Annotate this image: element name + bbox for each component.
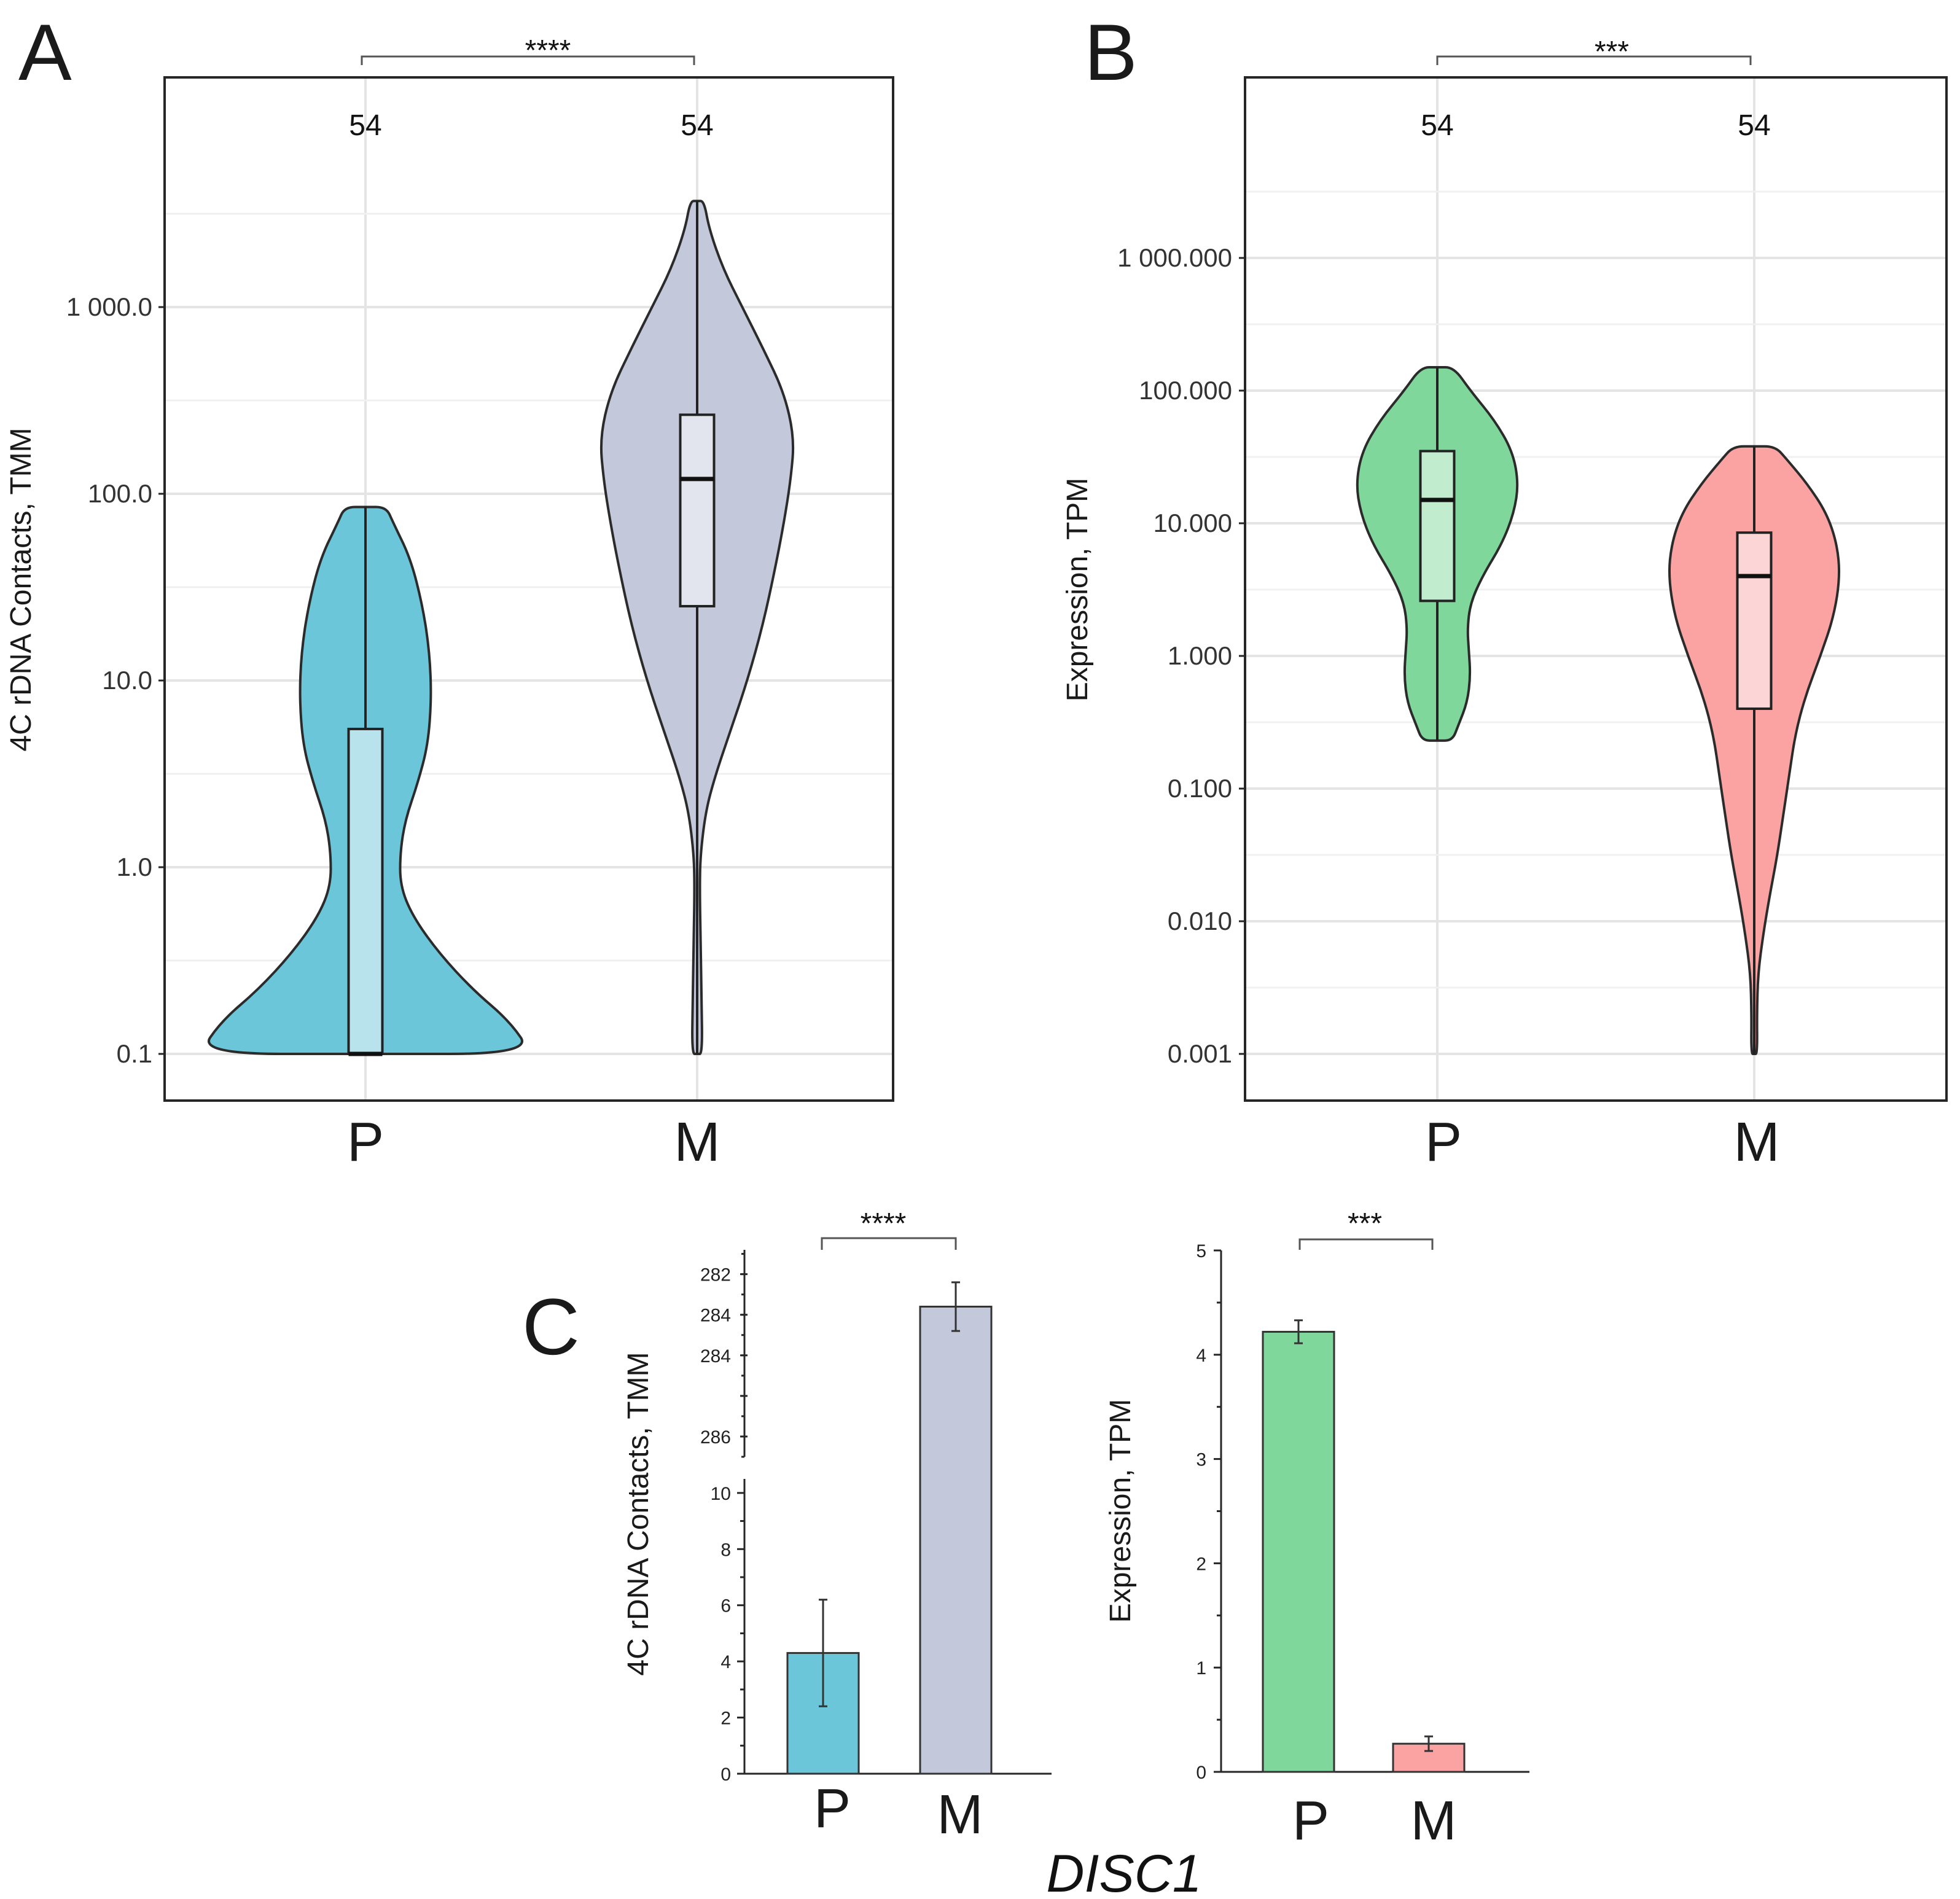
panel-letter-a: A bbox=[18, 7, 72, 97]
panel-c1-y-tick-label: 8 bbox=[720, 1540, 731, 1560]
panel-c1-y-axis-title: 4C rDNA Contacts, TMM bbox=[622, 1352, 655, 1675]
panel-c1-y-tick-label: 282 bbox=[700, 1265, 731, 1285]
panel-c2-y-tick-label: 5 bbox=[1196, 1241, 1206, 1261]
panel-c2-y-tick-label: 0 bbox=[1196, 1763, 1206, 1783]
panel-c-expression-bar-chart: 0 1 2 3 4 5 Expression, TPM P M *** bbox=[1104, 1207, 1529, 1852]
panel-b-y-tick-label: 0.001 bbox=[1168, 1039, 1232, 1068]
panel-letter-c: C bbox=[522, 1282, 580, 1371]
panel-c1-y-ticks: 0 2 4 6 8 10 286 284 284 282 bbox=[700, 1253, 748, 1785]
panel-c2-y-tick-label: 2 bbox=[1196, 1554, 1206, 1574]
panel-a-plot-frame bbox=[163, 76, 894, 1102]
panel-a-y-tick-label: 1.0 bbox=[117, 852, 152, 881]
panel-b-y-axis-title: Expression, TPM bbox=[1061, 478, 1094, 702]
panel-c1-y-tick-label: 2 bbox=[720, 1709, 731, 1729]
panel-b-y-tick-label: 1.000 bbox=[1168, 641, 1232, 670]
panel-b-significance-bracket bbox=[1436, 55, 1752, 65]
panel-b-violins bbox=[1356, 366, 1841, 1056]
panel-c1-x-label-p: P bbox=[814, 1778, 851, 1839]
panel-b-y-tick-label: 10.000 bbox=[1154, 509, 1232, 537]
panel-b-count-p: 54 bbox=[1421, 109, 1453, 142]
panel-b-x-label-m: M bbox=[1734, 1112, 1780, 1173]
panel-c1-y-tick-label: 286 bbox=[700, 1427, 731, 1448]
panel-c2-y-tick-label: 3 bbox=[1196, 1450, 1206, 1470]
panel-a-y-axis: 0.1 1.0 10.0 100.0 1 000.0 bbox=[66, 292, 165, 1068]
panel-c2-bar-p bbox=[1262, 1330, 1335, 1773]
panel-b-y-axis: 0.001 0.010 0.100 1.000 10.000 100.000 1 000.0… bbox=[1117, 243, 1245, 1068]
panel-c1-significance-stars: **** bbox=[861, 1207, 907, 1240]
panel-c2-bars bbox=[1262, 1319, 1466, 1773]
panel-a-y-tick-label: 1 000.0 bbox=[66, 292, 152, 321]
panel-a-significance-stars: **** bbox=[525, 34, 571, 67]
panel-a-box-m bbox=[679, 413, 716, 608]
panel-c1-error-bar-p bbox=[819, 1599, 827, 1707]
panel-b-gridlines bbox=[1245, 77, 1946, 1101]
panel-c2-error-bar-p bbox=[1294, 1319, 1303, 1344]
panel-c1-y-tick-label: 284 bbox=[700, 1346, 731, 1367]
panel-a-y-tick-label: 10.0 bbox=[102, 666, 152, 695]
panel-c1-y-tick-label: 0 bbox=[720, 1764, 731, 1785]
panel-b-significance-stars: *** bbox=[1595, 36, 1629, 68]
panel-a-gridlines bbox=[165, 77, 893, 1101]
panel-b-x-label-p: P bbox=[1425, 1112, 1462, 1173]
panel-c2-x-label-p: P bbox=[1292, 1790, 1329, 1852]
panel-a-box-p bbox=[347, 727, 384, 1055]
panel-c2-significance-stars: *** bbox=[1348, 1207, 1382, 1240]
panel-c-contacts-bar-chart: 0 2 4 6 8 10 286 284 284 282 4C rDNA Contacts, TM… bbox=[622, 1207, 1052, 1846]
panel-a-violins bbox=[208, 200, 795, 1056]
panel-c1-y-tick-label: 6 bbox=[720, 1596, 731, 1616]
panel-c2-y-tick-label: 4 bbox=[1196, 1346, 1206, 1366]
panel-b-y-tick-label: 0.010 bbox=[1168, 907, 1232, 935]
panel-c1-bars bbox=[786, 1281, 993, 1775]
gene-label-disc1: DISC1 bbox=[1046, 1844, 1201, 1899]
panel-c1-x-label-m: M bbox=[937, 1784, 983, 1846]
panel-a-significance-bracket bbox=[361, 55, 695, 65]
panel-b-violin-chart: B 0.001 0.010 0.100 1.000 10.000 100.000 1 000… bbox=[1061, 7, 1948, 1173]
panel-c2-significance-bracket bbox=[1298, 1238, 1434, 1250]
panel-letter-b: B bbox=[1084, 7, 1138, 97]
panel-c1-y-tick-label: 10 bbox=[711, 1484, 731, 1504]
panel-c2-y-tick-label: 1 bbox=[1196, 1658, 1206, 1679]
panel-c2-x-label-m: M bbox=[1411, 1790, 1457, 1852]
panel-a-y-tick-label: 0.1 bbox=[117, 1039, 152, 1068]
panel-c1-y-tick-label: 284 bbox=[700, 1306, 731, 1326]
panel-b-y-tick-label: 1 000.000 bbox=[1117, 243, 1232, 272]
panel-c2-error-bar-m bbox=[1424, 1735, 1433, 1752]
panel-b-y-tick-label: 0.100 bbox=[1168, 774, 1232, 803]
panel-c1-y-tick-label: 4 bbox=[720, 1652, 731, 1672]
panel-c2-y-ticks: 0 1 2 3 4 5 bbox=[1196, 1241, 1221, 1783]
panel-c2-y-axis-title: Expression, TPM bbox=[1104, 1399, 1137, 1623]
panel-a-y-tick-label: 100.0 bbox=[88, 479, 152, 508]
panel-c1-significance-bracket bbox=[821, 1237, 957, 1250]
panel-b-count-m: 54 bbox=[1738, 109, 1770, 142]
panel-b-plot-frame bbox=[1244, 76, 1948, 1102]
panel-b-box-m bbox=[1736, 531, 1773, 710]
panel-a-y-axis-title: 4C rDNA Contacts, TMM bbox=[5, 427, 37, 751]
panel-b-box-p bbox=[1419, 450, 1456, 602]
panel-b-y-tick-label: 100.000 bbox=[1139, 376, 1232, 405]
panel-a-x-label-m: M bbox=[674, 1112, 720, 1173]
panel-c1-bar-m bbox=[919, 1306, 993, 1775]
panel-a-count-p: 54 bbox=[349, 109, 381, 142]
panel-a-count-m: 54 bbox=[681, 109, 713, 142]
panel-a-violin-chart: A 0.1 1.0 10.0 100.0 1 000.0 4C rDNA Contact… bbox=[5, 7, 894, 1173]
panel-a-x-label-p: P bbox=[347, 1112, 384, 1173]
panel-c1-error-bar-m bbox=[951, 1281, 960, 1332]
